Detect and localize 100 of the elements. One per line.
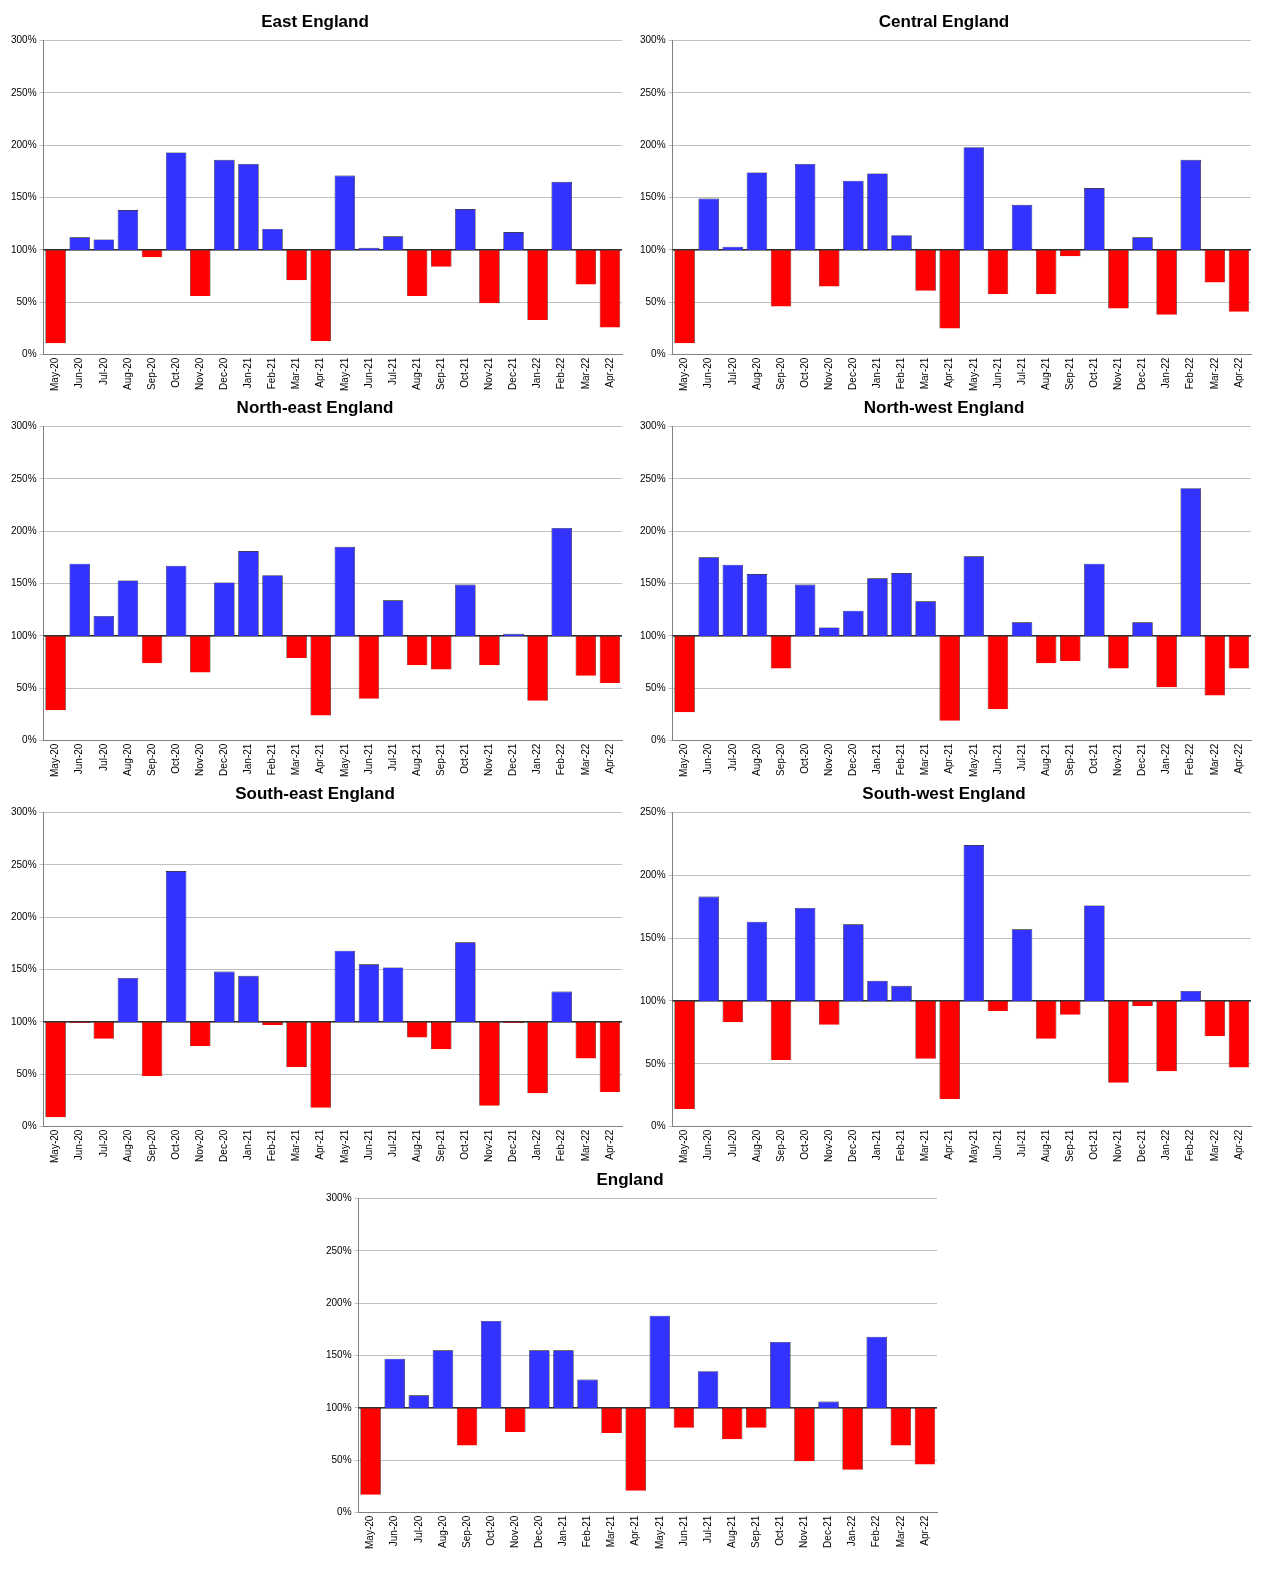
x-tick-label: Oct-21 bbox=[459, 1129, 471, 1160]
x-tick-label: Feb-21 bbox=[266, 743, 278, 776]
x-tick-label: Mar-22 bbox=[579, 357, 591, 390]
x-tick-label: Feb-21 bbox=[580, 1515, 592, 1548]
x-tick-label: Aug-20 bbox=[121, 357, 133, 390]
y-tick-label: 50% bbox=[645, 296, 666, 308]
x-tick-label: Jun-21 bbox=[362, 1129, 374, 1161]
x-tick-label: Mar-21 bbox=[290, 357, 302, 390]
x-tick-label: May-21 bbox=[338, 357, 350, 392]
x-tick-label: Aug-20 bbox=[436, 1515, 448, 1548]
y-tick-label: 150% bbox=[11, 963, 37, 975]
x-tick-label: Apr-22 bbox=[603, 357, 615, 388]
x-tick-label: May-20 bbox=[49, 357, 61, 392]
y-tick-label: 200% bbox=[640, 524, 666, 536]
x-tick-label: Feb-21 bbox=[895, 743, 907, 776]
x-tick-label: Sep-20 bbox=[145, 743, 157, 776]
x-tick-label: Aug-20 bbox=[750, 743, 762, 776]
x-tick-label: Dec-21 bbox=[1136, 1129, 1148, 1162]
x-tick-label: Jun-20 bbox=[702, 1129, 714, 1161]
x-tick-label: Sep-21 bbox=[1063, 743, 1075, 776]
y-tick-label: 300% bbox=[11, 806, 37, 818]
x-tick-label: Jul-20 bbox=[726, 743, 738, 771]
x-tick-label: Sep-20 bbox=[145, 1129, 157, 1162]
x-tick-label: Nov-20 bbox=[193, 1129, 205, 1162]
x-tick-label: Mar-22 bbox=[579, 1129, 591, 1162]
y-tick-label: 250% bbox=[11, 472, 37, 484]
x-tick-label: Oct-20 bbox=[484, 1515, 496, 1546]
x-tick-label: Jun-20 bbox=[73, 1129, 85, 1161]
y-tick-label: 0% bbox=[22, 1120, 37, 1132]
x-tick-label: Mar-21 bbox=[290, 743, 302, 776]
x-tick-label: Sep-21 bbox=[434, 1129, 446, 1162]
y-tick-label: 100% bbox=[640, 629, 666, 641]
y-tick-label: 0% bbox=[336, 1506, 352, 1518]
x-tick-label: Feb-22 bbox=[870, 1515, 881, 1548]
x-tick-label: Jun-21 bbox=[362, 357, 374, 389]
y-tick-label: 300% bbox=[11, 420, 37, 432]
x-tick-label: Jan-22 bbox=[1160, 1129, 1172, 1161]
x-tick-label: Jul-21 bbox=[701, 1515, 713, 1543]
x-tick-label: Apr-22 bbox=[603, 1129, 615, 1160]
x-tick-label: Jan-22 bbox=[531, 1129, 543, 1161]
x-tick-label: Nov-20 bbox=[508, 1515, 520, 1548]
x-tick-label: Jan-22 bbox=[1160, 357, 1172, 389]
x-tick-label: Feb-22 bbox=[555, 357, 567, 390]
y-tick-label: 100% bbox=[11, 629, 37, 641]
x-tick-label: Dec-20 bbox=[847, 357, 859, 390]
x-tick-label: May-20 bbox=[678, 357, 690, 392]
y-tick-label: 0% bbox=[651, 734, 666, 746]
y-tick-label: 50% bbox=[645, 682, 666, 694]
y-tick-label: 150% bbox=[11, 577, 37, 589]
x-tick-label: Jan-22 bbox=[531, 743, 543, 775]
y-tick-label: 50% bbox=[331, 1454, 352, 1466]
x-tick-label: Aug-21 bbox=[410, 357, 422, 390]
x-tick-label: Mar-22 bbox=[579, 743, 591, 776]
x-tick-label: Feb-22 bbox=[1184, 1129, 1196, 1162]
x-tick-label: Aug-20 bbox=[121, 1129, 133, 1162]
x-tick-label: Jun-21 bbox=[362, 743, 374, 775]
x-tick-label: Dec-20 bbox=[218, 357, 230, 390]
x-tick-label: Nov-21 bbox=[797, 1515, 809, 1548]
x-tick-label: Jul-20 bbox=[726, 1129, 738, 1157]
x-tick-label: Oct-20 bbox=[798, 1129, 810, 1160]
x-tick-label: Mar-21 bbox=[919, 743, 931, 776]
x-tick-label: Oct-21 bbox=[1088, 743, 1100, 774]
x-tick-label: Nov-21 bbox=[483, 743, 495, 776]
x-tick-label: Aug-21 bbox=[410, 1129, 422, 1162]
x-tick-label: Jun-20 bbox=[73, 357, 85, 389]
x-tick-label: Aug-21 bbox=[725, 1515, 737, 1548]
x-tick-label: May-21 bbox=[338, 743, 350, 778]
y-tick-label: 50% bbox=[16, 682, 37, 694]
y-tick-label: 300% bbox=[640, 34, 666, 46]
y-tick-label: 150% bbox=[325, 1349, 352, 1361]
y-tick-label: 250% bbox=[640, 86, 666, 98]
x-tick-label: Mar-21 bbox=[919, 357, 931, 390]
y-tick-label: 150% bbox=[640, 931, 666, 943]
x-tick-label: Oct-20 bbox=[798, 743, 810, 774]
y-tick-label: 100% bbox=[640, 243, 666, 255]
x-tick-label: Mar-22 bbox=[1208, 743, 1220, 776]
chart-title: North-west England bbox=[863, 397, 1025, 417]
x-tick-label: Jul-21 bbox=[386, 357, 398, 385]
x-tick-label: Nov-20 bbox=[822, 1129, 834, 1162]
x-tick-label: Jan-22 bbox=[531, 357, 543, 389]
y-tick-label: 250% bbox=[640, 472, 666, 484]
x-tick-label: Oct-20 bbox=[798, 357, 810, 388]
x-tick-label: Jan-22 bbox=[845, 1515, 857, 1547]
x-tick-label: Nov-20 bbox=[822, 357, 834, 390]
x-tick-label: Apr-21 bbox=[314, 1129, 326, 1160]
x-tick-label: Dec-20 bbox=[218, 1129, 230, 1162]
x-tick-label: May-20 bbox=[363, 1515, 375, 1550]
chart-title: North-east England bbox=[236, 397, 394, 417]
x-tick-label: Sep-21 bbox=[1063, 357, 1075, 390]
y-tick-label: 200% bbox=[325, 1296, 352, 1308]
x-tick-label: Nov-20 bbox=[822, 743, 834, 776]
x-tick-label: Jan-21 bbox=[871, 1129, 883, 1161]
x-tick-label: Jul-20 bbox=[726, 357, 738, 385]
x-tick-label: Nov-20 bbox=[193, 743, 205, 776]
x-tick-label: May-20 bbox=[678, 743, 690, 778]
y-tick-label: 150% bbox=[640, 577, 666, 589]
x-tick-label: Dec-21 bbox=[1136, 743, 1148, 776]
x-tick-label: Apr-21 bbox=[314, 743, 326, 774]
x-tick-label: Nov-21 bbox=[1112, 743, 1124, 776]
x-tick-label: May-20 bbox=[49, 1129, 61, 1164]
